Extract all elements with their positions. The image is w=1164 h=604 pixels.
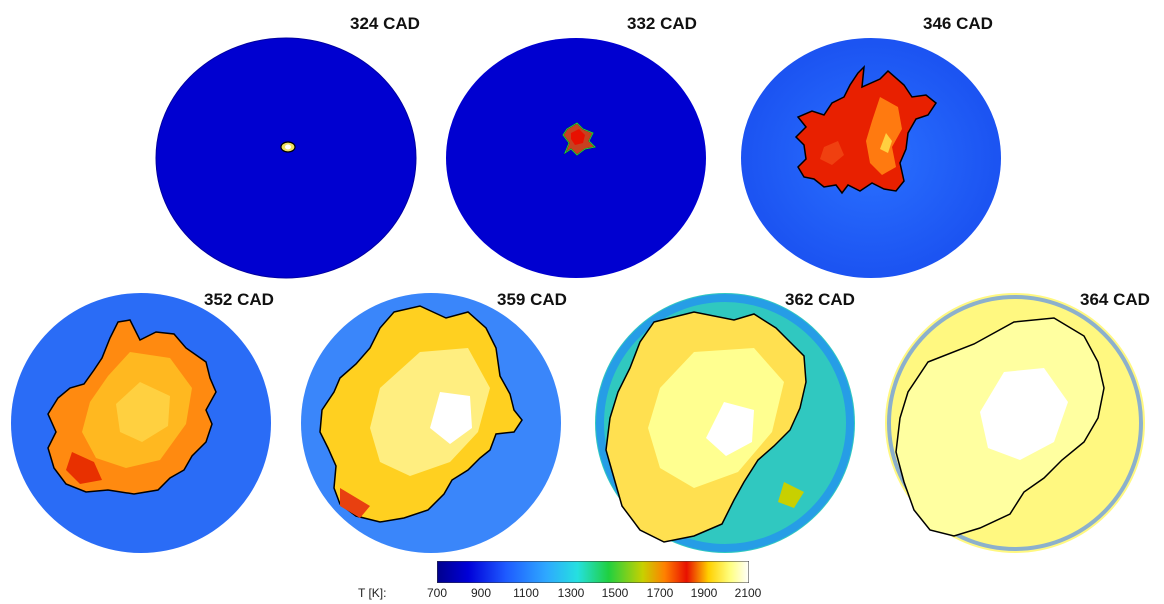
panel-label-324: 324 CAD xyxy=(350,14,420,33)
colorbar-tick: 1300 xyxy=(557,586,585,600)
colorbar-tick: 900 xyxy=(470,586,492,600)
colorbar-tick: 1100 xyxy=(513,586,539,600)
panel-label-359: 359 CAD xyxy=(497,290,567,309)
temperature-disc-324 xyxy=(155,37,417,279)
colorbar-tick: 1900 xyxy=(690,586,718,600)
temperature-disc-332 xyxy=(446,38,706,278)
colorbar-tick: 1500 xyxy=(601,586,629,600)
panel-label-364: 364 CAD xyxy=(1080,290,1150,309)
colorbar-tick: 1700 xyxy=(646,586,674,600)
colorbar-tick: 700 xyxy=(426,586,448,600)
temperature-disc-346 xyxy=(741,38,1001,278)
colorbar-tick: 2100 xyxy=(734,586,762,600)
panel-label-352: 352 CAD xyxy=(204,290,274,309)
panel-label-332: 332 CAD xyxy=(627,14,697,33)
panel-label-346: 346 CAD xyxy=(923,14,993,33)
temperature-disc-364 xyxy=(885,293,1145,553)
temperature-disc-352 xyxy=(11,293,271,553)
temperature-disc-359 xyxy=(301,293,561,553)
panel-label-362: 362 CAD xyxy=(785,290,855,309)
temperature-colorbar xyxy=(437,561,749,583)
temperature-disc-362 xyxy=(595,293,855,553)
colorbar-title: T [K]: xyxy=(358,586,387,600)
